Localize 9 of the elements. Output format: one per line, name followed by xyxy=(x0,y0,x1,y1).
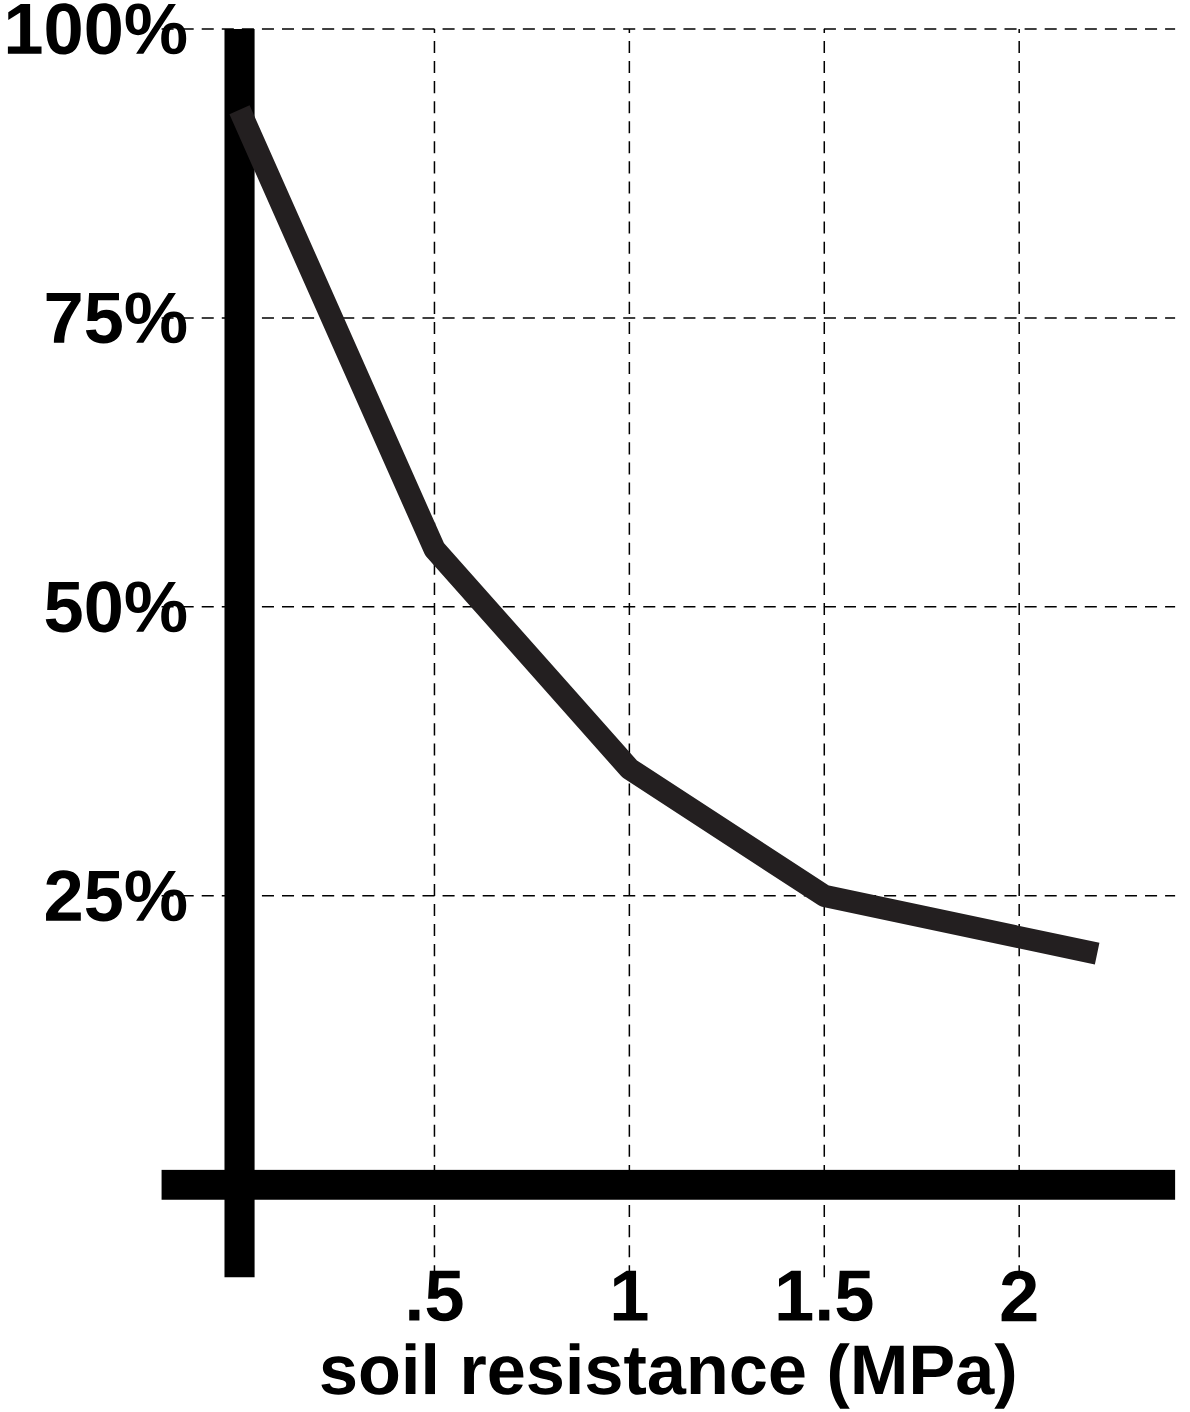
x-axis-title: soil resistance (MPa) xyxy=(321,1343,1015,1409)
x-tick-label: 1.5 xyxy=(778,1270,873,1322)
y-tick-label: 75% xyxy=(46,292,187,344)
x-tick-label: .5 xyxy=(409,1270,463,1322)
y-tick-label: 50% xyxy=(45,581,187,633)
y-tick-label: 25% xyxy=(45,870,187,922)
x-tick-label: 2 xyxy=(1001,1270,1037,1322)
y-tick-label: 100% xyxy=(7,3,187,55)
x-tick-label: 1 xyxy=(613,1270,648,1321)
